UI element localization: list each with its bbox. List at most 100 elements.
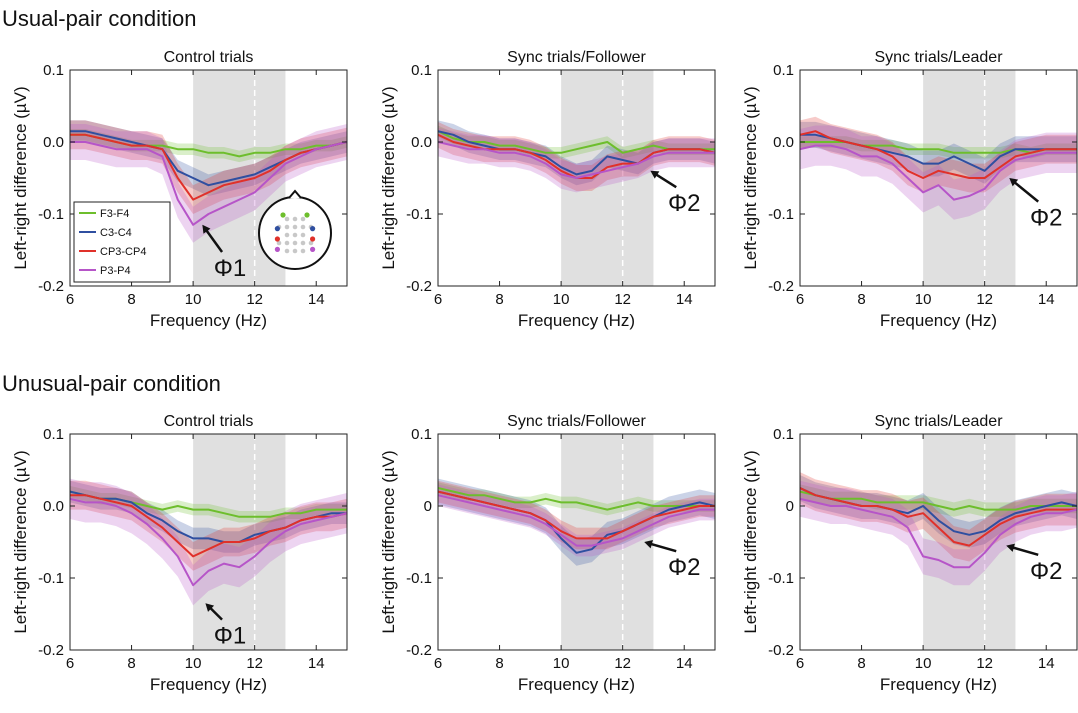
y-tick-label: -0.1: [38, 206, 64, 223]
x-tick-label: 6: [434, 291, 442, 308]
electrode: [284, 232, 290, 238]
series-line: [438, 141, 715, 179]
error-band: [800, 121, 1077, 184]
x-tick-label: 6: [796, 655, 804, 672]
y-tick-label: 0: [786, 498, 794, 515]
electrode: [292, 224, 298, 230]
error-band: [70, 124, 347, 243]
y-tick-label: -0.2: [768, 642, 794, 659]
legend-label: P3-P4: [100, 265, 131, 277]
x-axis-label: Frequency (Hz): [518, 311, 635, 330]
chart-title: Sync trials/Leader: [874, 413, 1003, 430]
electrode: [292, 248, 298, 254]
panel: 6 8 10 12 14 -0.2 -0.1 0.0 0.1 Sync trials/Leader…: [741, 49, 1078, 330]
y-tick-label: -0.2: [38, 642, 64, 659]
series-line: [438, 487, 715, 511]
error-band: [438, 125, 715, 159]
x-tick-label: 10: [553, 291, 570, 308]
y-tick-label: -0.1: [406, 206, 432, 223]
row-heading: Usual-pair condition: [2, 6, 196, 31]
legend-label: CP3-CP4: [100, 246, 146, 258]
panel: 6 8 10 12 14 -0.2 -0.1 0.0 0.1 Sync trials/Follow…: [379, 49, 716, 330]
electrode: [274, 236, 280, 242]
y-tick-label: -0.1: [38, 570, 64, 587]
chart-title: Sync trials/Follower: [507, 413, 646, 430]
electrode: [284, 216, 290, 222]
annotation: Φ2: [1030, 205, 1063, 232]
x-tick-label: 8: [495, 291, 503, 308]
electrode: [300, 224, 306, 230]
row-heading: Unusual-pair condition: [2, 371, 221, 396]
x-tick-label: 12: [614, 291, 631, 308]
annotation-arrow: [208, 606, 223, 621]
y-axis-label: Left-right difference (µV): [379, 450, 398, 633]
x-axis-label: Frequency (Hz): [880, 675, 997, 694]
y-axis-label: Left-right difference (µV): [741, 450, 760, 633]
panel: 6 8 10 12 14 -0.2 -0.1 0.0 0.1 Control trials Freq…: [11, 413, 348, 694]
electrode: [310, 246, 316, 252]
x-tick-label: 14: [676, 291, 693, 308]
axes-frame: [437, 69, 716, 287]
x-tick-label: 8: [127, 291, 135, 308]
x-tick-label: 12: [976, 655, 993, 672]
y-tick-label: -0.2: [406, 278, 432, 295]
annotation-arrowhead: [205, 603, 215, 612]
legend-label: F3-F4: [100, 208, 129, 220]
error-band: [800, 116, 1077, 193]
y-tick-label: -0.1: [768, 570, 794, 587]
x-tick-label: 12: [976, 291, 993, 308]
panel: 6 8 10 12 14 -0.2 -0.1 0.0 0.1 Control trials Freq…: [11, 49, 348, 330]
y-tick-label: 0.1: [43, 62, 64, 79]
electrode: [300, 216, 306, 222]
plot-area: [70, 478, 347, 606]
series-line: [70, 494, 347, 558]
error-band: [438, 127, 715, 193]
panel: 6 8 10 12 14 -0.2 -0.1 0 0.1 Sync trials/Follower…: [379, 413, 716, 694]
error-band: [438, 482, 715, 516]
annotation-arrowhead: [1009, 178, 1019, 187]
error-band: [800, 472, 1077, 562]
electrode: [304, 212, 310, 218]
annotation-arrow: [204, 228, 224, 253]
electrode: [292, 240, 298, 246]
electrode: [292, 216, 298, 222]
annotation: Φ2: [668, 190, 701, 217]
x-tick-label: 6: [796, 291, 804, 308]
y-tick-label: -0.1: [406, 570, 432, 587]
annotation-arrow: [649, 542, 677, 553]
plot-area: [438, 120, 715, 193]
series-line: [800, 130, 1077, 179]
legend-label: C3-C4: [100, 227, 132, 239]
electrode: [300, 232, 306, 238]
x-tick-label: 14: [308, 655, 325, 672]
electrode: [300, 248, 306, 254]
series-line: [438, 494, 715, 547]
x-axis-label: Frequency (Hz): [518, 675, 635, 694]
head-nose: [288, 189, 302, 199]
x-axis-label: Frequency (Hz): [150, 675, 267, 694]
electrode: [284, 240, 290, 246]
annotation-arrowhead: [202, 224, 211, 234]
y-tick-label: -0.2: [406, 642, 432, 659]
y-tick-label: 0.1: [773, 426, 794, 443]
panel: 6 8 10 12 14 -0.2 -0.1 0 0.1 Sync trials/Leader Fr…: [741, 413, 1078, 694]
x-tick-label: 12: [246, 655, 263, 672]
electrode: [284, 248, 290, 254]
y-tick-label: 0.1: [411, 62, 432, 79]
x-tick-label: 10: [915, 655, 932, 672]
error-band: [438, 484, 715, 557]
annotation-arrow: [1011, 546, 1039, 557]
x-tick-label: 10: [185, 655, 202, 672]
plot-area: [70, 120, 347, 243]
annotation: Φ2: [668, 554, 701, 581]
electrode: [274, 246, 280, 252]
error-band: [438, 480, 715, 550]
x-axis-label: Frequency (Hz): [150, 311, 267, 330]
y-axis-label: Left-right difference (µV): [741, 86, 760, 269]
x-tick-label: 10: [553, 655, 570, 672]
chart-title: Control trials: [164, 413, 254, 430]
y-tick-label: -0.2: [38, 278, 64, 295]
annotation: Φ2: [1030, 558, 1063, 585]
y-tick-label: 0.0: [773, 134, 794, 151]
